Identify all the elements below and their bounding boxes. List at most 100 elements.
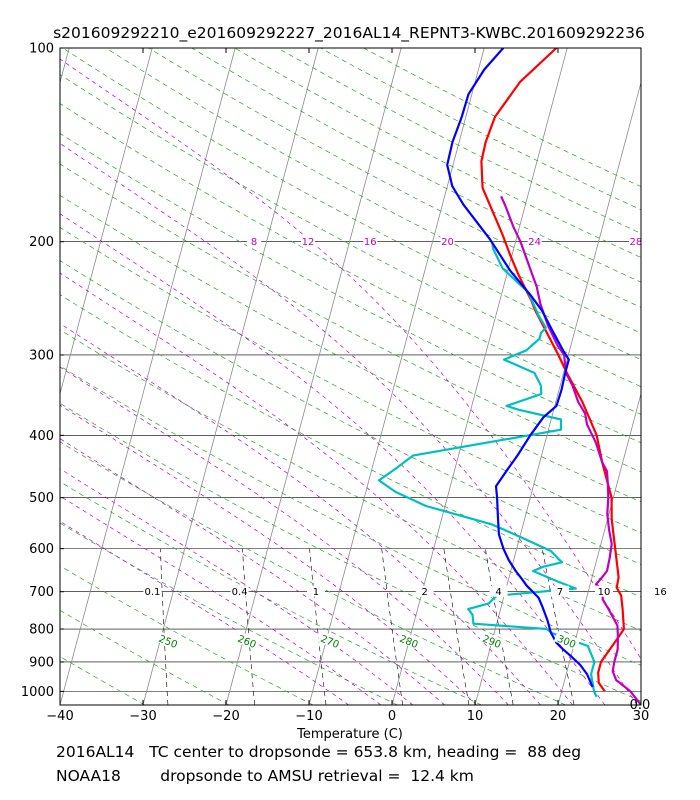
y-tick-label: 900 — [29, 655, 54, 670]
mixing-ratio-line — [443, 548, 470, 705]
dry-adiabat — [105, 48, 641, 334]
dry-adiabat-label-group: 270 — [317, 630, 344, 651]
dry-adiabat — [60, 441, 566, 705]
isotherm-line — [60, 48, 236, 705]
dry-adiabat — [60, 133, 641, 444]
y-tick-label: 500 — [29, 491, 54, 506]
mixing-ratio-label: 1 — [313, 587, 319, 598]
corner-label: 0.0 — [630, 698, 651, 713]
plot-frame — [59, 47, 642, 706]
y-tick-label: 700 — [29, 585, 54, 600]
moist-adiabat — [60, 404, 477, 705]
x-tick-label: −20 — [212, 709, 239, 724]
mixing-ratio-line — [485, 548, 514, 705]
dry-adiabat-label-group: 300 — [553, 630, 581, 651]
moist-adiabat — [60, 468, 414, 705]
x-axis-label: Temperature (C) — [296, 727, 403, 742]
isotherm-line — [557, 392, 641, 705]
label-bg — [155, 630, 182, 651]
label-bg — [396, 630, 423, 651]
dry-adiabat — [60, 522, 398, 705]
dry-adiabat-label: 270 — [319, 634, 341, 651]
dry-adiabat-label-group: 260 — [234, 630, 261, 651]
y-tick-label: 800 — [29, 623, 54, 638]
label-bg — [628, 235, 643, 247]
moist-adiabat — [60, 520, 349, 705]
x-tick-label: −40 — [46, 709, 73, 724]
dry-adiabat — [60, 194, 641, 503]
dry-adiabat-label-group: 280 — [396, 630, 423, 651]
dry-adiabat — [60, 227, 641, 534]
axes: −40 −30 −20 −10 0 10 20 30 100 200 300 400 500 600 700… — [21, 42, 649, 725]
isotherm-line — [60, 48, 70, 85]
dry-adiabat — [60, 294, 641, 598]
dry-adiabat-label: 280 — [398, 634, 420, 651]
label-bg — [489, 585, 508, 597]
x-tick-label: 30 — [633, 709, 650, 724]
mixing-ratio-line — [381, 548, 403, 705]
mixing-ratio-label: 16 — [654, 587, 667, 598]
label-bg — [230, 585, 249, 597]
mixing-ratio-label: 10 — [598, 587, 611, 598]
label-bg — [234, 630, 261, 651]
mixing-ratio-label: 0.1 — [145, 587, 161, 598]
chart-title: s201609292210_e201609292227_2016AL14_REP… — [53, 24, 645, 43]
moist-adiabat — [60, 495, 382, 705]
dry-adiabat — [60, 163, 641, 473]
moist-adiabat — [60, 438, 445, 705]
y-tick-label: 200 — [29, 235, 54, 250]
label-bg — [301, 235, 316, 247]
profile-line — [446, 48, 594, 688]
isotherm-line — [308, 48, 485, 705]
dry-adiabat — [363, 48, 641, 188]
mixing-ratio-label: 7 — [557, 587, 563, 598]
dry-adiabat-label-group: 250 — [155, 630, 182, 651]
profile-lines — [377, 48, 641, 705]
dry-adiabat — [60, 481, 482, 705]
moist-adiabat-label: 28 — [630, 237, 643, 248]
mixing-ratio-line — [309, 548, 327, 705]
moist-adiabats — [60, 58, 641, 705]
profile-line — [480, 48, 625, 693]
profile-line — [500, 195, 641, 705]
dry-adiabat — [60, 103, 641, 415]
dry-adiabat — [60, 402, 641, 702]
dry-adiabats — [60, 48, 641, 705]
moist-adiabat-label: 24 — [528, 237, 541, 248]
isotherm-line — [640, 703, 641, 705]
x-tick-label: 10 — [467, 709, 484, 724]
caption-line-2: NOAA18 dropsonde to AMSU retrieval = 12.… — [56, 767, 474, 785]
isotherm-line — [142, 48, 319, 705]
moist-adiabat-label: 20 — [441, 237, 454, 248]
label-bg — [306, 585, 325, 597]
isotherm-line — [60, 48, 153, 396]
dry-adiabat — [60, 656, 145, 705]
x-tick-label: 20 — [550, 709, 567, 724]
label-bg — [527, 235, 542, 247]
label-bg — [363, 235, 378, 247]
dry-adiabat — [60, 704, 61, 705]
label-bg — [247, 235, 262, 247]
moist-adiabat — [60, 213, 606, 705]
label-bg — [415, 585, 434, 597]
mixing-ratio-line — [542, 548, 575, 705]
label-bg — [594, 585, 613, 597]
y-tick-label: 1000 — [21, 685, 54, 700]
dry-adiabat — [60, 329, 641, 632]
moist-adiabat — [60, 272, 573, 705]
y-tick-label: 100 — [29, 42, 54, 57]
label-bg — [143, 585, 162, 597]
mixing-ratio-label: 0.4 — [232, 587, 248, 598]
y-tick-label: 400 — [29, 429, 54, 444]
label-bg — [553, 630, 581, 651]
mixing-ratio-lines — [160, 548, 575, 705]
dry-adiabat — [60, 565, 314, 705]
profile-line — [377, 241, 598, 698]
y-tick-label: 300 — [29, 348, 54, 363]
mixing-ratio-label: 4 — [495, 587, 501, 598]
x-tick-label: 0 — [388, 709, 396, 724]
label-bg — [317, 630, 344, 651]
isotherm-line — [225, 48, 402, 705]
dry-adiabat-label: 290 — [481, 634, 503, 651]
label-bg — [550, 585, 569, 597]
